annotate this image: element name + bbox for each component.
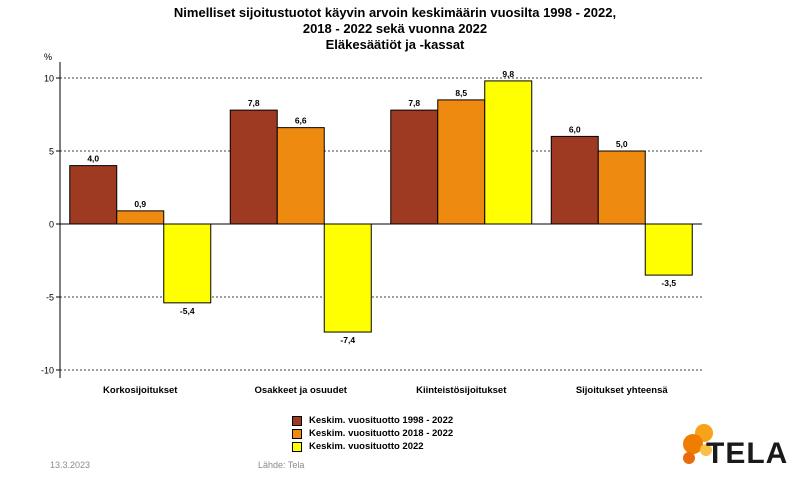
legend-swatch (292, 441, 302, 452)
legend-swatch (292, 428, 302, 439)
data-label: 5,0 (616, 139, 628, 149)
bar (550, 135, 599, 225)
bar (229, 109, 278, 225)
tela-logo: TELA (676, 420, 789, 476)
footer-source: Lähde: Tela (258, 460, 305, 470)
data-label: 6,0 (569, 124, 581, 134)
bar (644, 223, 693, 276)
data-label: 4,0 (87, 154, 99, 164)
legend: Keskim. vuosituotto 1998 - 2022 Keskim. … (292, 414, 453, 453)
data-label: -7,4 (340, 335, 355, 345)
y-tick-label: -10 (41, 366, 54, 376)
y-axis-unit-label: % (44, 52, 52, 62)
data-label: 7,8 (408, 98, 420, 108)
legend-label: Keskim. vuosituotto 2018 - 2022 (309, 428, 454, 439)
x-tick-label: Osakkeet ja osuudet (255, 385, 348, 396)
x-tick-label: Sijoitukset yhteensä (576, 385, 669, 396)
bar (437, 99, 486, 225)
bar (276, 127, 325, 225)
x-tick-label: Kiinteistösijoitukset (416, 385, 507, 396)
chart-title: Nimelliset sijoitustuotot käyvin arvoin … (0, 5, 790, 53)
legend-label: Keskim. vuosituotto 2022 (309, 441, 424, 452)
data-label: -5,4 (180, 306, 195, 316)
logo-text: TELA (706, 437, 789, 470)
bar (69, 165, 118, 225)
y-tick-label: 0 (49, 220, 54, 230)
bar (116, 210, 165, 225)
bar (323, 223, 372, 333)
x-tick-label: Korkosijoitukset (103, 385, 178, 396)
data-label: 0,9 (134, 199, 146, 209)
title-line-3: Eläkesäätiöt ja -kassat (325, 37, 465, 52)
y-tick-label: 5 (49, 147, 54, 157)
bar (390, 109, 439, 225)
y-tick-label: -5 (46, 293, 54, 303)
title-line-2: 2018 - 2022 sekä vuonna 2022 (302, 21, 488, 36)
footer-date: 13.3.2023 (50, 460, 91, 470)
legend-item: Keskim. vuosituotto 2018 - 2022 (292, 427, 453, 440)
bar (484, 80, 533, 225)
data-label: 9,8 (502, 69, 514, 79)
title-line-1: Nimelliset sijoitustuotot käyvin arvoin … (173, 5, 617, 20)
data-label: 8,5 (455, 88, 467, 98)
legend-label: Keskim. vuosituotto 1998 - 2022 (309, 415, 454, 426)
data-label: 6,6 (295, 116, 307, 126)
bar (163, 223, 212, 304)
logo-dots-icon (683, 424, 713, 464)
legend-item: Keskim. vuosituotto 2022 (292, 440, 453, 453)
legend-swatch (292, 415, 302, 426)
data-label: 7,8 (248, 98, 260, 108)
data-label: -3,5 (661, 278, 676, 288)
y-tick-label: 10 (44, 74, 54, 84)
legend-item: Keskim. vuosituotto 1998 - 2022 (292, 414, 453, 427)
bar (597, 150, 646, 225)
